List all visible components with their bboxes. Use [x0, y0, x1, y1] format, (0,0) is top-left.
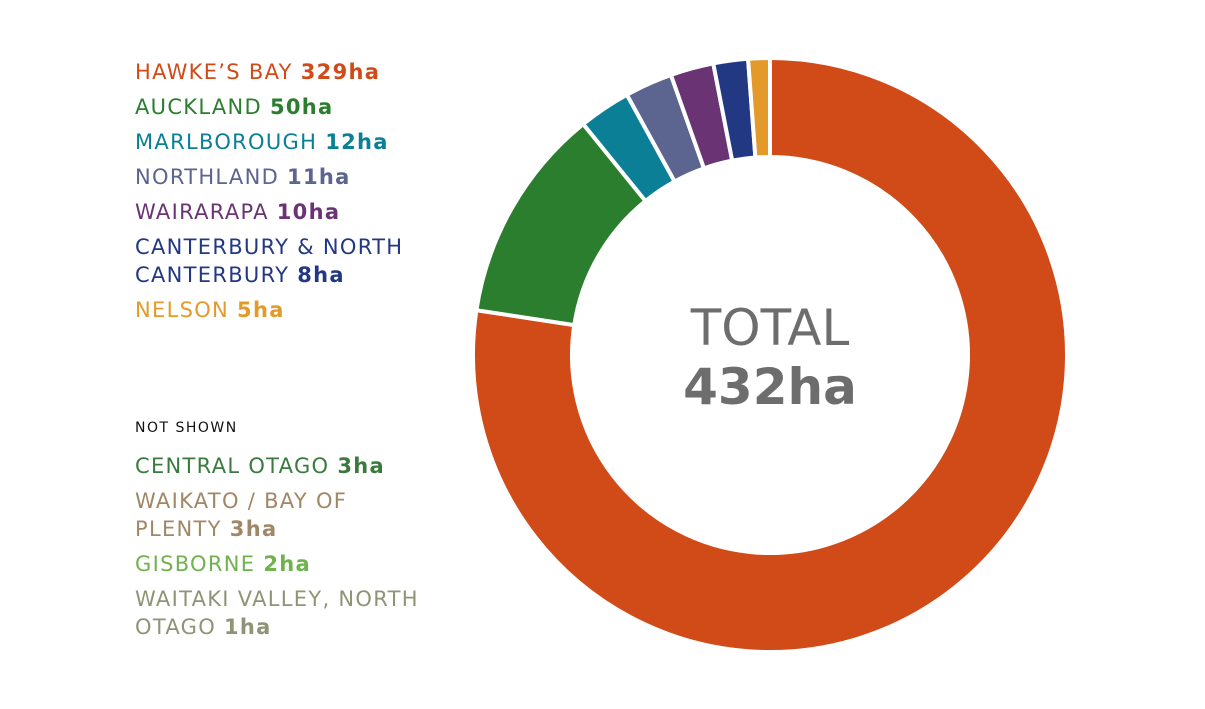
center-total-value: 432ha [683, 358, 857, 416]
legend-value: 2ha [263, 552, 311, 576]
legend-label: CANTERBURY & NORTH CANTERBURY [135, 235, 404, 287]
not-shown-legend: CENTRAL OTAGO 3ha WAIKATO / BAY OF PLENT… [135, 452, 435, 648]
legend-label: WAIRARAPA [135, 200, 269, 224]
legend-item-waitaki: WAITAKI VALLEY, NORTH OTAGO 1ha [135, 585, 435, 641]
legend-label: WAITAKI VALLEY, NORTH OTAGO [135, 587, 419, 639]
legend-value: 50ha [269, 95, 334, 119]
legend-value: 3ha [337, 454, 385, 478]
legend-label: HAWKE’S BAY [135, 60, 293, 84]
legend-value: 8ha [297, 263, 345, 287]
legend-item-auckland: AUCKLAND 50ha [135, 93, 435, 121]
legend-value: 3ha [229, 517, 278, 541]
legend-label: AUCKLAND [135, 95, 262, 119]
legend-item-wairarapa: WAIRARAPA 10ha [135, 198, 435, 226]
donut-chart: TOTAL 432ha [471, 55, 1069, 654]
legend-item-canterbury: CANTERBURY & NORTH CANTERBURY 8ha [135, 233, 435, 289]
legend-item-nelson: NELSON 5ha [135, 296, 435, 324]
legend-value: 10ha [276, 200, 341, 224]
legend-label: GISBORNE [135, 552, 256, 576]
center-total-label: TOTAL [690, 299, 850, 357]
legend-item-marlborough: MARLBOROUGH 12ha [135, 128, 435, 156]
legend-value: 12ha [325, 130, 389, 154]
donut-slice-hawke-s-bay [471, 55, 1069, 654]
legend-value: 329ha [300, 60, 381, 84]
legend-item-central-otago: CENTRAL OTAGO 3ha [135, 452, 435, 480]
not-shown-heading: NOT SHOWN [135, 420, 238, 436]
donut-slices [471, 55, 1069, 654]
legend-value: 11ha [287, 165, 351, 189]
legend-label: CENTRAL OTAGO [135, 454, 330, 478]
legend-value: 1ha [224, 615, 272, 639]
chart-legend: HAWKE’S BAY 329ha AUCKLAND 50ha MARLBORO… [135, 58, 435, 331]
legend-label: WAIKATO / BAY OF PLENTY [135, 489, 348, 541]
legend-item-hawkes-bay: HAWKE’S BAY 329ha [135, 58, 435, 86]
legend-label: NORTHLAND [135, 165, 280, 189]
legend-item-northland: NORTHLAND 11ha [135, 163, 435, 191]
legend-label: MARLBOROUGH [135, 130, 318, 154]
legend-item-gisborne: GISBORNE 2ha [135, 550, 435, 578]
donut-slice-nelson [745, 55, 772, 160]
legend-value: 5ha [237, 298, 285, 322]
legend-label: NELSON [135, 298, 230, 322]
legend-item-waikato: WAIKATO / BAY OF PLENTY 3ha [135, 487, 435, 543]
